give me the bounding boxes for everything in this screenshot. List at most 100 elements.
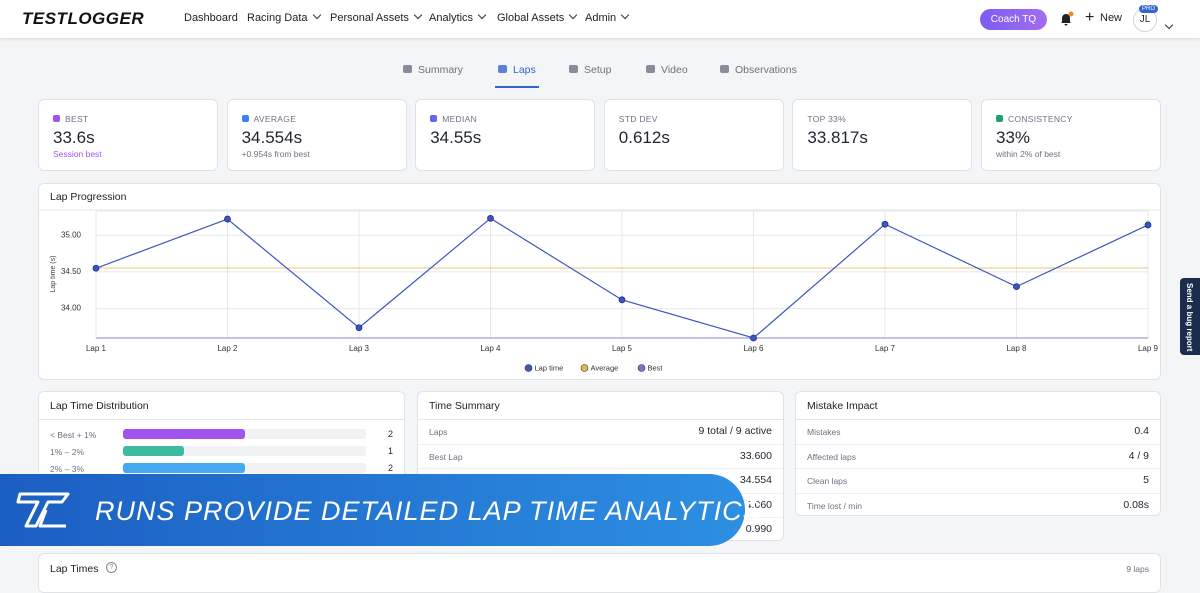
stat-label-text: STD DEV [618, 114, 658, 124]
stat-label-text: BEST [65, 114, 89, 124]
x-tick-label: Lap 4 [480, 344, 501, 353]
divider [39, 419, 404, 420]
nav-item-label[interactable]: Analytics [429, 12, 474, 24]
coach-button[interactable]: Coach TQ [980, 9, 1047, 30]
y-tick-label: 34.00 [61, 304, 82, 313]
y-axis-label: Lap time (s) [50, 256, 57, 293]
tab[interactable]: Setup [569, 64, 611, 76]
banner-text: RUNS PROVIDE DETAILED LAP TIME ANALYTICS [95, 496, 762, 526]
chevron [620, 10, 630, 20]
stat-card: MEDIAN 34.55s [415, 99, 596, 171]
row-value: 4 / 9 [1128, 449, 1149, 462]
row-label: Time lost / min [807, 500, 862, 511]
row-divider [418, 468, 783, 469]
stat-label-text: TOP 33% [807, 114, 847, 124]
nav-item-label[interactable]: Admin [585, 12, 617, 24]
stat-card: STD DEV 0.612s [603, 99, 784, 171]
nav-item[interactable]: Global Assets [497, 10, 578, 24]
nav-item[interactable]: Dashboard [184, 12, 238, 24]
logo[interactable]: TESTLOGGER [22, 9, 145, 28]
tab-label[interactable]: Video [661, 64, 688, 76]
row-value: 4.060 [745, 498, 772, 511]
row-value: 9 total / 9 active [698, 425, 772, 437]
nav-item-label[interactable]: Global Assets [497, 12, 565, 24]
divider [418, 419, 783, 420]
nav-item-label[interactable]: Personal Assets [330, 12, 409, 24]
dist-track [123, 446, 366, 456]
legend-label: Lap time [535, 363, 564, 372]
new-button[interactable]: New [1100, 12, 1123, 24]
nav-item[interactable]: Racing Data [247, 10, 321, 24]
bug-report-text[interactable]: Send a bug report [1185, 283, 1194, 352]
chart-card: Lap Progression Lap time (s) 34.00 34.50 3… [38, 183, 1161, 380]
nav-item[interactable]: Admin [585, 10, 630, 24]
dist-label: < Best + 1% [50, 430, 97, 440]
dist-count: 2 [387, 429, 393, 439]
row-divider [796, 443, 1160, 445]
row-value: 33.600 [739, 449, 772, 462]
point [1013, 283, 1020, 291]
tab-label[interactable]: Setup [584, 64, 612, 76]
nav-item-label[interactable]: Dashboard [184, 12, 238, 24]
stat-card: BEST 33.6s Session best [38, 99, 218, 171]
nav-item[interactable]: Analytics [429, 10, 487, 24]
help-icon[interactable]: ? [106, 562, 117, 573]
dist-track [123, 463, 366, 473]
tab-icon [498, 65, 507, 73]
tab-label[interactable]: Laps [513, 64, 536, 76]
stat-card: CONSISTENCY 33% within 2% of best [981, 99, 1161, 171]
row-value: 0.4 [1134, 425, 1149, 437]
tab-label[interactable]: Summary [418, 64, 463, 76]
tab[interactable]: Laps [498, 64, 536, 76]
bug-report-tab[interactable]: Send a bug report [1180, 278, 1200, 355]
x-tick-label: Lap 5 [612, 344, 633, 353]
legend-label: Average [591, 363, 619, 372]
point [881, 220, 889, 228]
row-value: 0.08s [1123, 498, 1149, 511]
nav-bar: TESTLOGGER Dashboard Racing Data Personal … [0, 0, 1200, 38]
banner-logo [16, 492, 70, 528]
dist-label: 1% – 2% [50, 447, 85, 457]
row-label: Mistakes [807, 427, 841, 437]
row-label: Clean laps [807, 476, 848, 486]
row-label: Best Lap [429, 451, 463, 462]
chevron [312, 10, 321, 20]
point [1144, 221, 1152, 229]
dist-count: 2 [387, 463, 393, 473]
tab[interactable]: Summary [403, 64, 463, 76]
card-title: Lap Times [50, 563, 99, 575]
tab-icon [646, 65, 655, 73]
avatar-chevron[interactable] [1164, 20, 1174, 30]
tab-icon [403, 65, 412, 73]
stat-label-text: CONSISTENCY [1008, 114, 1073, 124]
stat-note: +0.954s from best [241, 149, 310, 159]
x-tick-label: Lap 9 [1138, 344, 1159, 353]
nav-item[interactable]: Personal Assets [330, 10, 423, 24]
lap-times-card: Lap Times ? 9 laps [38, 553, 1161, 593]
tab[interactable]: Video [646, 64, 688, 76]
card-title: Time Summary [429, 400, 500, 412]
row-value: 0.990 [745, 523, 772, 535]
dist-track [123, 429, 366, 439]
stat-icon [996, 115, 1003, 122]
chevron [477, 10, 487, 20]
stat-label: TOP 33% [807, 114, 846, 124]
tab[interactable]: Observations [720, 64, 797, 76]
stat-icon [241, 115, 249, 122]
tab-label[interactable]: Observations [735, 64, 797, 76]
divider [796, 419, 1160, 420]
dist-bar [123, 429, 245, 439]
x-tick-label: Lap 1 [86, 344, 107, 353]
stat-label: MEDIAN [430, 114, 477, 124]
point [750, 334, 757, 342]
card-title: Lap Time Distribution [50, 400, 149, 412]
line-chart: Lap Progression Lap time (s) 34.00 34.50 3… [39, 191, 1160, 372]
x-tick-label: Lap 6 [743, 344, 764, 353]
bell-icon[interactable] [1058, 11, 1074, 27]
x-tick-label: Lap 7 [875, 344, 896, 353]
tab-icon [720, 65, 729, 73]
row-label: Affected laps [807, 451, 856, 462]
nav-item-label[interactable]: Racing Data [247, 12, 308, 24]
legend-swatch [637, 364, 646, 372]
plus-icon: + [1085, 9, 1095, 26]
